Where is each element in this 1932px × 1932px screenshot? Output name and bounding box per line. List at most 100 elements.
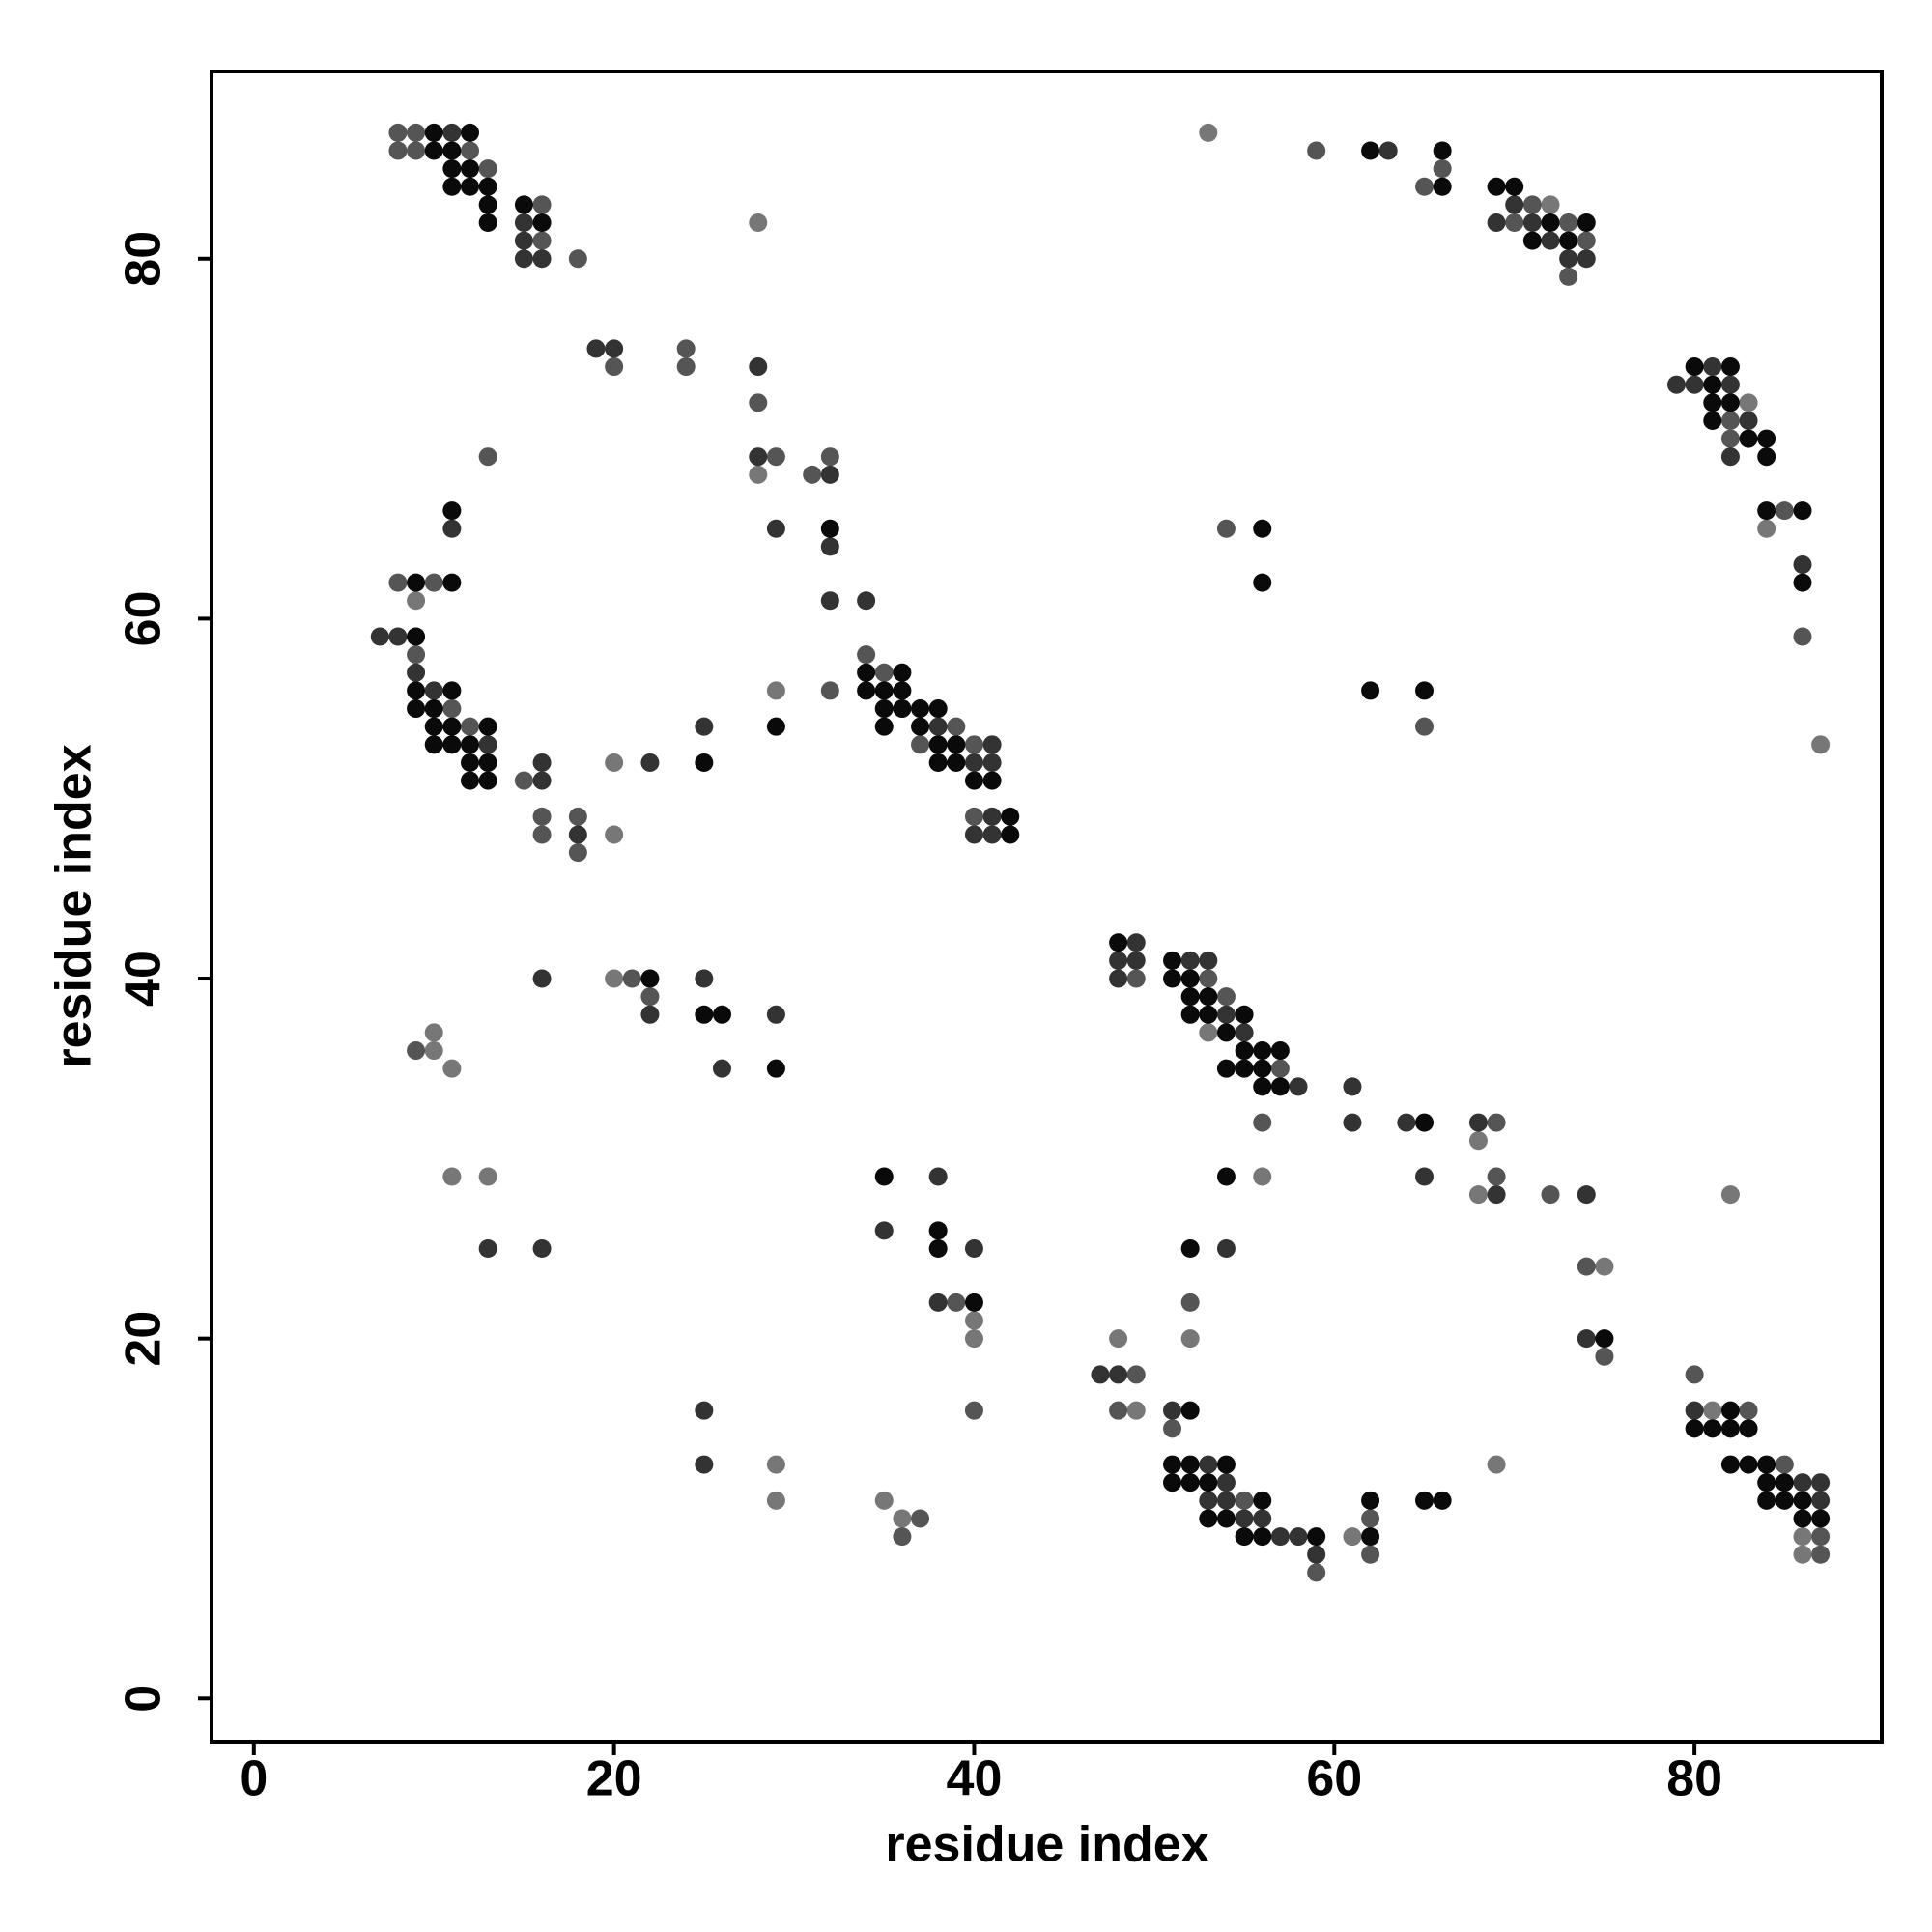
contact-point: [766, 519, 785, 538]
y-tick-label: 80: [116, 231, 172, 287]
contact-point: [442, 717, 462, 736]
contact-point: [388, 627, 408, 646]
contact-point: [1577, 231, 1596, 250]
contact-point: [1793, 573, 1812, 592]
contact-point: [532, 807, 552, 826]
contact-point: [982, 753, 1002, 772]
contact-point: [514, 195, 533, 214]
y-tick-label: 0: [116, 1685, 172, 1713]
contact-point: [1541, 195, 1560, 214]
contact-point: [928, 1221, 948, 1240]
contact-point: [1739, 411, 1758, 430]
contact-point: [893, 699, 912, 719]
contact-point: [424, 681, 443, 700]
contact-point: [407, 141, 426, 160]
contact-point: [874, 717, 894, 736]
contact-point: [964, 753, 983, 772]
contact-point: [1216, 1023, 1236, 1042]
contact-point: [1757, 519, 1776, 538]
contact-point: [1216, 1455, 1236, 1474]
contact-point: [1163, 1473, 1182, 1492]
contact-point: [1559, 213, 1578, 233]
contact-point: [1720, 1419, 1740, 1438]
contact-point: [1126, 969, 1146, 988]
contact-point: [424, 717, 443, 736]
x-tick-label: 60: [1306, 1751, 1362, 1807]
contact-point: [1253, 1491, 1272, 1510]
contact-point: [442, 159, 462, 179]
contact-point: [695, 717, 714, 736]
contact-point: [1235, 1509, 1254, 1528]
contact-point: [695, 969, 714, 988]
contact-point: [874, 681, 894, 700]
contact-point: [1126, 951, 1146, 970]
contact-point: [1199, 1491, 1218, 1510]
y-tick-label: 40: [116, 951, 172, 1007]
contact-point: [857, 591, 876, 611]
contact-point: [442, 501, 462, 521]
contact-point: [605, 753, 624, 772]
contact-point: [1505, 177, 1524, 196]
contact-point: [407, 1041, 426, 1061]
contact-point: [766, 1455, 785, 1474]
contact-point: [1685, 1419, 1704, 1438]
contact-point: [1775, 501, 1794, 521]
contact-point: [478, 753, 497, 772]
contact-point: [532, 1238, 552, 1258]
contact-point: [1811, 1545, 1831, 1564]
contact-point: [695, 1401, 714, 1420]
contact-point: [1415, 1113, 1435, 1132]
contact-point: [1757, 429, 1776, 448]
contact-point: [1415, 681, 1435, 700]
contact-point: [1199, 1473, 1218, 1492]
contact-point: [424, 699, 443, 719]
contact-point: [1216, 1509, 1236, 1528]
contact-point: [874, 1491, 894, 1510]
y-tick-label: 20: [116, 1311, 172, 1367]
contact-point: [532, 969, 552, 988]
contact-point: [1235, 1527, 1254, 1547]
contact-point: [1703, 375, 1722, 394]
contact-point: [478, 159, 497, 179]
contact-point: [964, 735, 983, 754]
contact-point: [442, 1059, 462, 1078]
contact-point: [407, 123, 426, 142]
contact-point: [424, 123, 443, 142]
contact-point: [1541, 213, 1560, 233]
contact-point: [1180, 1401, 1200, 1420]
contact-point: [442, 1167, 462, 1186]
contact-point: [424, 1041, 443, 1061]
contact-point: [1811, 1509, 1831, 1528]
contact-point: [568, 843, 587, 863]
contact-point: [407, 591, 426, 611]
contact-point: [442, 735, 462, 754]
contact-point: [1289, 1527, 1308, 1547]
contact-point: [442, 177, 462, 196]
contact-point: [1720, 357, 1740, 377]
contact-point: [947, 753, 966, 772]
x-tick-label: 80: [1666, 1751, 1722, 1807]
contact-point: [1559, 249, 1578, 269]
contact-point: [1307, 1527, 1326, 1547]
contact-point: [749, 447, 768, 467]
contact-point: [1001, 807, 1020, 826]
contact-point: [1235, 1041, 1254, 1061]
x-tick-label: 40: [947, 1751, 1003, 1807]
contact-point: [442, 573, 462, 592]
contact-point: [532, 825, 552, 844]
contact-point: [461, 123, 480, 142]
contact-point: [1685, 1365, 1704, 1384]
contact-point: [532, 771, 552, 790]
contact-point: [388, 573, 408, 592]
contact-point: [1433, 177, 1452, 196]
contact-point: [1180, 987, 1200, 1007]
x-tick-label: 0: [240, 1751, 268, 1807]
contact-point: [1199, 123, 1218, 142]
contact-point: [1793, 627, 1812, 646]
contact-point: [1595, 1329, 1614, 1349]
contact-point: [1126, 1401, 1146, 1420]
contact-point: [1253, 1527, 1272, 1547]
contact-point: [1415, 177, 1435, 196]
contact-point: [1811, 735, 1831, 754]
